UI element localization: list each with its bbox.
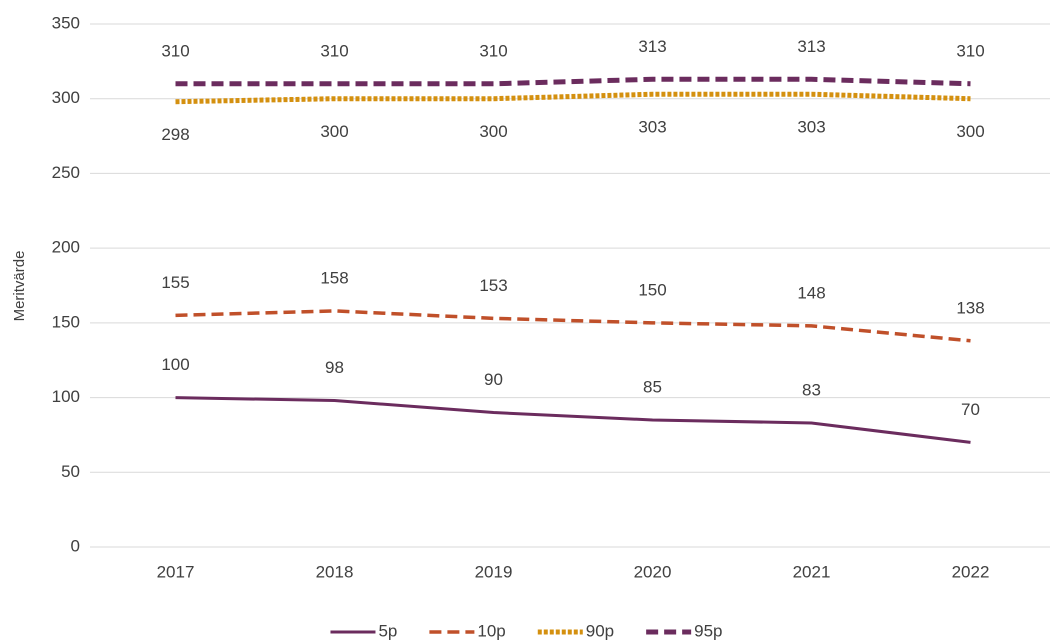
legend-label: 90p [586,621,614,640]
data-label: 100 [161,355,189,374]
y-tick-label: 150 [52,312,80,331]
data-label: 300 [320,122,348,141]
data-label: 303 [797,118,825,137]
data-label: 138 [956,298,984,317]
data-label: 310 [161,41,189,60]
legend-label: 10p [477,621,505,640]
data-label: 85 [643,377,662,396]
legend: 5p 10p 90p 95p [330,621,723,640]
series-line [175,396,971,444]
x-tick-label: 2017 [157,562,195,581]
data-label: 310 [956,41,984,60]
y-tick-label: 200 [52,238,80,257]
y-tick-label: 50 [61,462,80,481]
series-line [175,76,971,87]
series-line [175,309,971,343]
x-tick-label: 2022 [952,562,990,581]
data-label: 310 [320,41,348,60]
data-label: 300 [479,122,507,141]
data-label: 83 [802,380,821,399]
y-tick-label: 0 [71,536,80,555]
data-label: 150 [638,280,666,299]
x-tick-label: 2020 [634,562,672,581]
y-tick-label: 300 [52,88,80,107]
data-label: 300 [956,122,984,141]
data-label: 155 [161,273,189,292]
x-tick-label: 2021 [793,562,831,581]
legend-label: 95p [694,621,722,640]
y-axis-label: Meritvärde [11,251,28,322]
data-label: 303 [638,118,666,137]
data-label: 98 [325,358,344,377]
data-label: 313 [797,37,825,56]
y-tick-label: 100 [52,387,80,406]
y-tick-label: 250 [52,163,80,182]
x-tick-label: 2018 [316,562,354,581]
data-label: 148 [797,283,825,302]
series-line [175,91,971,105]
data-label: 310 [479,41,507,60]
legend-label: 5p [378,621,397,640]
data-label: 158 [320,268,348,287]
x-tick-label: 2019 [475,562,513,581]
data-label: 90 [484,370,503,389]
data-label: 298 [161,125,189,144]
data-label: 313 [638,37,666,56]
data-label: 153 [479,276,507,295]
y-tick-label: 350 [52,13,80,32]
data-label: 70 [961,400,980,419]
